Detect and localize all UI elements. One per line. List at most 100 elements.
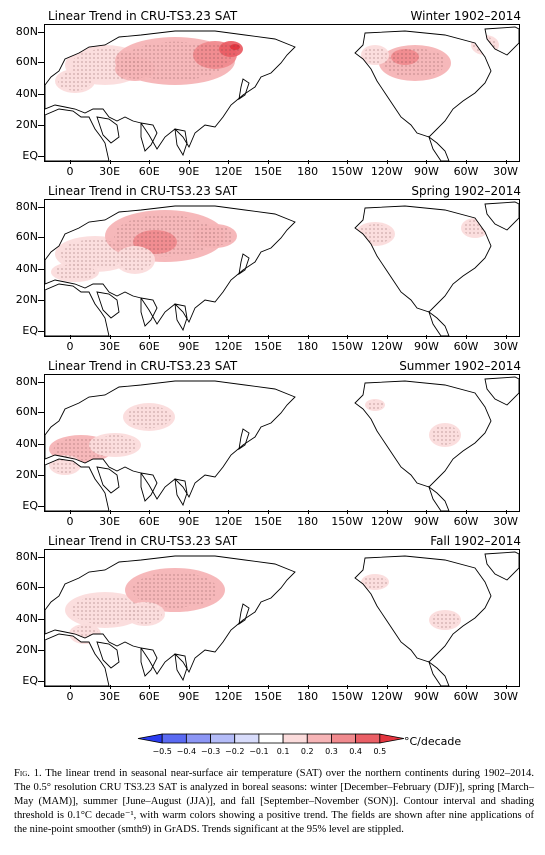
- lon-label: 30E: [99, 340, 121, 353]
- lat-tick: [38, 207, 44, 208]
- colorbar-swatch: [306, 733, 332, 744]
- lat-label: 20N: [15, 468, 38, 481]
- lat-tick: [38, 237, 44, 238]
- colorbar: −0.5 −0.4 −0.3 −0.2 −0.1 0.1 0.2 0.3 0.4 0.5: [137, 733, 405, 756]
- colorbar-swatch: [355, 733, 381, 744]
- lon-label: 60E: [138, 165, 160, 178]
- lon-tick: [188, 160, 190, 164]
- lon-tick: [268, 160, 269, 164]
- coastline: [484, 201, 519, 231]
- lon-tick: [70, 160, 71, 164]
- colorbar-tick-label: 0.4: [349, 747, 362, 756]
- lat-tick: [38, 331, 44, 332]
- lon-tick: [188, 510, 190, 514]
- lon-label: 180: [297, 340, 319, 353]
- lon-label: 150E: [254, 690, 282, 703]
- colorbar-tick-label: −0.1: [249, 747, 268, 756]
- coastline: [428, 135, 450, 161]
- map-svg: [45, 26, 519, 161]
- map-plot-area: [44, 374, 520, 512]
- lon-tick: [307, 160, 309, 164]
- lon-label: 90E: [178, 340, 200, 353]
- lon-label: 60E: [138, 515, 160, 528]
- coastline: [174, 653, 188, 682]
- lon-tick: [149, 160, 151, 164]
- coastline: [96, 291, 120, 319]
- lon-label: 60E: [138, 340, 160, 353]
- lon-label: 30E: [99, 165, 121, 178]
- significance-stippling: [384, 48, 446, 78]
- lon-label: 150W: [331, 165, 364, 178]
- significance-stippling: [71, 595, 139, 625]
- lon-label: 30E: [99, 515, 121, 528]
- panel-title-right: Spring 1902–2014: [411, 184, 521, 198]
- colorbar-swatch: [161, 733, 187, 744]
- lon-label: 120E: [214, 165, 243, 178]
- lat-label: 80N: [15, 200, 38, 213]
- lon-label: 150W: [331, 690, 364, 703]
- lon-label: 90W: [413, 690, 439, 703]
- lon-label: 30E: [99, 690, 121, 703]
- coastline: [354, 30, 492, 138]
- panel-title-right: Winter 1902–2014: [410, 9, 521, 23]
- lon-label: 0: [66, 515, 74, 528]
- significance-stippling: [463, 220, 487, 236]
- colorbar-swatch: [331, 733, 357, 744]
- lon-tick: [307, 685, 309, 689]
- lon-tick: [149, 335, 151, 339]
- panel-title-left: Linear Trend in CRU-TS3.23 SAT: [48, 359, 238, 373]
- lon-tick: [188, 685, 190, 689]
- lat-tick: [38, 125, 44, 126]
- lat-tick: [38, 619, 44, 620]
- lon-tick: [268, 685, 269, 689]
- map-panel-summer: Linear Trend in CRU-TS3.23 SAT Summer 190…: [0, 358, 545, 533]
- map-svg: [45, 201, 519, 336]
- lat-tick: [38, 587, 44, 588]
- lat-tick: [38, 156, 44, 157]
- lat-tick: [38, 506, 44, 507]
- coastline: [140, 122, 158, 152]
- lon-tick: [386, 335, 388, 339]
- lon-label: 150E: [254, 515, 282, 528]
- lon-tick: [466, 160, 467, 164]
- lon-label: 120W: [370, 340, 403, 353]
- coastline: [45, 380, 296, 500]
- lon-tick: [228, 160, 230, 164]
- lat-label: 60N: [15, 405, 38, 418]
- lon-label: 150E: [254, 165, 282, 178]
- significance-stippling: [366, 400, 384, 410]
- panel-title-left: Linear Trend in CRU-TS3.23 SAT: [48, 9, 238, 23]
- lon-tick: [347, 160, 349, 164]
- lon-tick: [109, 685, 111, 689]
- colorbar-tick-label: 0.5: [373, 747, 386, 756]
- coastline: [354, 380, 492, 488]
- colorbar-swatch: [379, 733, 405, 744]
- coastline: [45, 283, 110, 336]
- coastline: [428, 310, 450, 336]
- lon-tick: [307, 335, 309, 339]
- lat-label: 60N: [15, 230, 38, 243]
- lon-tick: [307, 510, 309, 514]
- coastline: [45, 633, 110, 686]
- lon-label: 180: [297, 690, 319, 703]
- colorbar-swatch: [185, 733, 211, 744]
- colorbar-unit: °C/decade: [404, 735, 462, 748]
- significance-stippling: [58, 71, 92, 91]
- lat-label: 60N: [15, 55, 38, 68]
- coastline: [174, 128, 188, 157]
- lon-label: 0: [66, 690, 74, 703]
- lat-label: 40N: [15, 262, 38, 275]
- lon-label: 90E: [178, 515, 200, 528]
- lon-tick: [228, 685, 230, 689]
- figure-caption: Fig. 1. The linear trend in seasonal nea…: [14, 767, 534, 837]
- lat-label: 40N: [15, 612, 38, 625]
- significance-stippling: [230, 44, 240, 50]
- significance-stippling: [136, 232, 174, 252]
- lon-tick: [268, 335, 269, 339]
- lon-label: 60W: [453, 340, 479, 353]
- coastline: [45, 555, 296, 675]
- coastline: [45, 205, 296, 325]
- significance-stippling: [220, 42, 242, 56]
- lon-label: 90W: [413, 165, 439, 178]
- significance-stippling: [118, 59, 152, 79]
